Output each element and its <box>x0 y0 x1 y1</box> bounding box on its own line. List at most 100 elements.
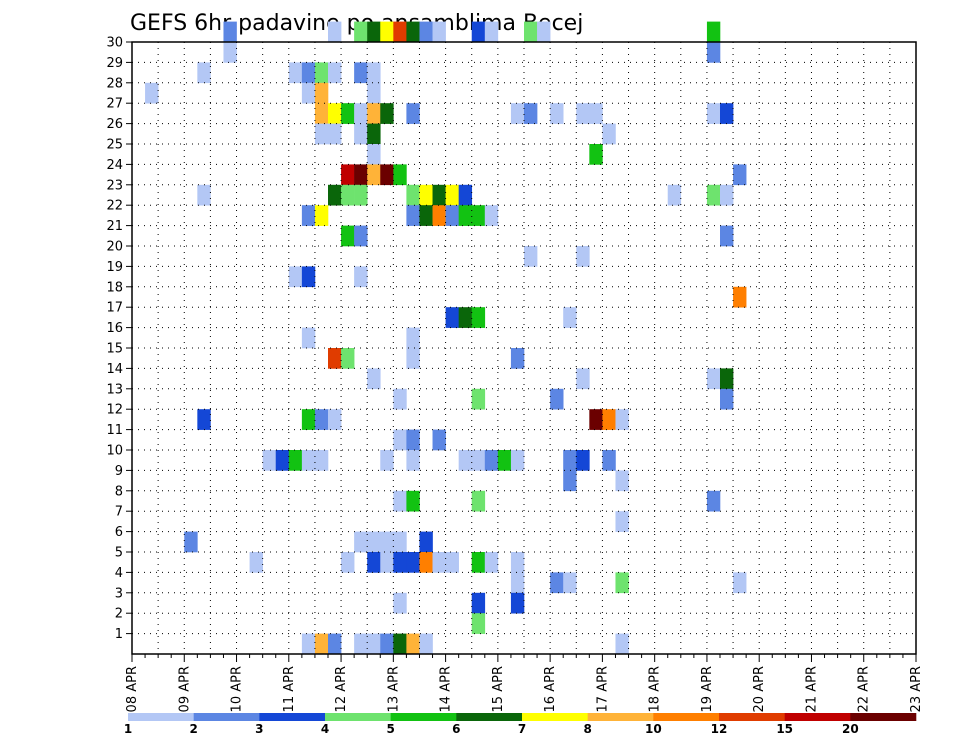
heatmap-cell <box>615 511 629 532</box>
heatmap-cell <box>341 164 355 186</box>
legend-label: 3 <box>255 722 263 736</box>
heatmap-cell <box>406 184 420 206</box>
legend-swatch <box>456 713 523 721</box>
heatmap-cell <box>563 470 577 492</box>
heatmap-cell <box>393 490 407 512</box>
x-tick-label: 09 APR <box>177 666 192 712</box>
heatmap-cell <box>484 21 499 43</box>
legend-swatch <box>784 713 851 721</box>
y-tick-label: 21 <box>106 219 123 234</box>
heatmap-cell <box>288 266 303 288</box>
heatmap-cell <box>524 246 538 267</box>
heatmap-cell <box>432 184 446 206</box>
y-tick-label: 20 <box>106 240 123 255</box>
legend-label: 7 <box>518 722 526 736</box>
heatmap-cell <box>380 164 394 186</box>
heatmap-cell <box>484 205 499 226</box>
heatmap-cell <box>341 348 355 369</box>
heatmap-cell <box>445 307 459 328</box>
y-tick-label: 23 <box>106 178 123 193</box>
heatmap-cell <box>328 21 342 43</box>
heatmap-cell <box>406 450 420 471</box>
heatmap-cell <box>406 21 420 43</box>
heatmap-cell <box>706 184 721 206</box>
heatmap-cell <box>393 592 407 614</box>
heatmap-cell <box>406 205 420 226</box>
heatmap-cells <box>145 21 747 655</box>
heatmap-cell <box>367 82 381 104</box>
heatmap-cell <box>733 286 747 308</box>
legend-swatch <box>653 713 720 721</box>
x-tick-label: 12 APR <box>334 666 349 712</box>
heatmap-cell <box>445 184 459 206</box>
heatmap-cell <box>706 21 721 43</box>
color-legend: 1 2 3 4 5 6 7 8 10 12 15 20 <box>124 713 917 736</box>
heatmap-cell <box>354 531 368 553</box>
heatmap-cell <box>706 103 721 124</box>
heatmap-cell <box>328 348 342 369</box>
heatmap-cell <box>314 633 329 655</box>
heatmap-cell <box>380 450 394 471</box>
heatmap-cell <box>314 123 329 145</box>
heatmap-cell <box>354 184 368 206</box>
heatmap-cell <box>393 552 407 573</box>
heatmap-cell <box>419 184 433 206</box>
heatmap-cell <box>380 531 394 553</box>
heatmap-cell <box>432 21 446 43</box>
x-tick-label: 20 APR <box>752 666 767 712</box>
x-tick-label: 17 APR <box>595 666 610 712</box>
heatmap-cell <box>445 205 459 226</box>
heatmap-cell <box>354 225 368 247</box>
heatmap-cell <box>301 205 316 226</box>
heatmap-cell <box>550 388 564 410</box>
heatmap-cell <box>576 450 590 471</box>
legend-label: 2 <box>189 722 197 736</box>
y-tick-label: 6 <box>115 525 123 540</box>
heatmap-cell <box>419 21 433 43</box>
legend-label: 1 <box>124 722 132 736</box>
heatmap-cell <box>145 82 159 104</box>
y-tick-label: 18 <box>106 280 123 295</box>
heatmap-cell <box>432 552 446 573</box>
heatmap-cell <box>720 184 734 206</box>
heatmap-cell <box>328 123 342 145</box>
heatmap-cell <box>367 103 381 124</box>
heatmap-cell <box>563 307 577 328</box>
heatmap-cell <box>733 572 747 594</box>
y-tick-label: 15 <box>106 342 123 357</box>
y-tick-label: 13 <box>106 382 123 397</box>
heatmap-cell <box>197 62 211 84</box>
heatmap-cell <box>458 205 473 226</box>
heatmap-cell <box>223 21 237 43</box>
heatmap-cell <box>393 21 407 43</box>
heatmap-cell <box>432 205 446 226</box>
heatmap-cell <box>510 592 525 614</box>
heatmap-cell <box>380 21 394 43</box>
legend-label: 10 <box>645 722 662 736</box>
y-tick-label: 7 <box>115 505 123 520</box>
heatmap-cell <box>328 409 342 430</box>
heatmap-cell <box>314 103 329 124</box>
heatmap-cell <box>484 450 499 471</box>
y-tick-label: 25 <box>106 138 123 153</box>
heatmap-cell <box>471 450 486 471</box>
heatmap-cell <box>602 450 616 471</box>
y-tick-label: 5 <box>115 546 123 561</box>
heatmap-cell <box>223 42 237 63</box>
y-tick-label: 9 <box>115 464 123 479</box>
x-tick-label: 23 APR <box>909 666 924 712</box>
heatmap-cell <box>706 368 721 390</box>
heatmap-cell <box>706 42 721 63</box>
heatmap-cell <box>393 164 407 186</box>
heatmap-cell <box>380 103 394 124</box>
x-tick-label: 16 APR <box>543 666 558 712</box>
heatmap-cell <box>510 572 525 594</box>
heatmap-cell <box>419 531 433 553</box>
heatmap-cell <box>471 307 486 328</box>
heatmap-cell <box>720 388 734 410</box>
heatmap-cell <box>602 409 616 430</box>
y-tick-label: 1 <box>115 627 123 642</box>
heatmap-cell <box>367 123 381 145</box>
heatmap-cell <box>602 123 616 145</box>
heatmap-cell <box>328 633 342 655</box>
